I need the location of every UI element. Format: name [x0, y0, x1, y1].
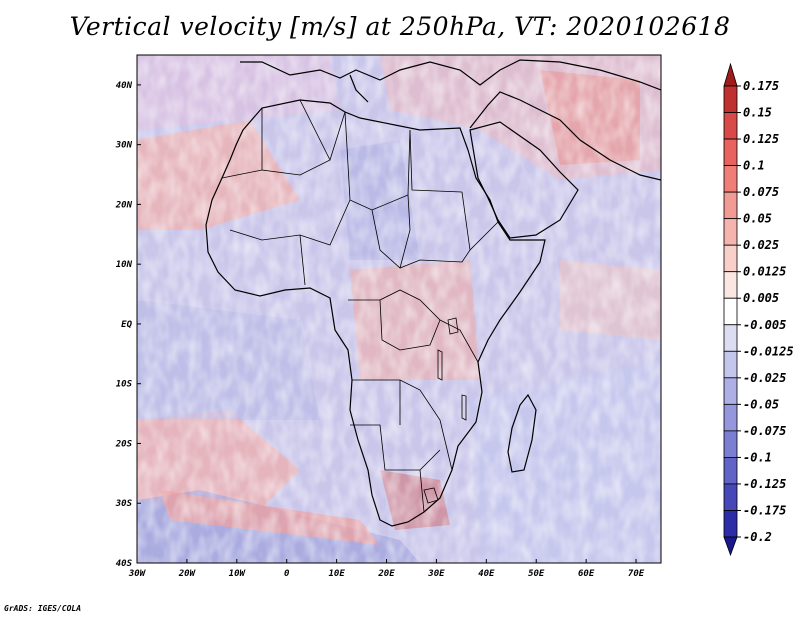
- x-tick-label: 30E: [427, 569, 445, 579]
- colorbar-swatch: [723, 165, 738, 193]
- y-tick-label: 30N: [115, 141, 133, 151]
- colorbar-swatch: [723, 218, 738, 246]
- x-axis: 30W 20W 10W 0 10E 20E 30E 40E 50E 60E 70E: [128, 559, 645, 579]
- velocity-field: [137, 55, 661, 563]
- x-tick-label: 70E: [628, 569, 645, 579]
- colorbar: 0.175 0.15 0.125 0.1 0.075 0.05 0.025 0.0125 0.0…: [723, 62, 794, 557]
- x-tick-label: 30W: [128, 569, 147, 579]
- colorbar-swatch: [723, 112, 738, 140]
- colorbar-label: -0.1: [743, 450, 772, 464]
- colorbar-swatch: [723, 403, 738, 432]
- colorbar-swatch: [723, 324, 738, 352]
- credit-text: GrADS: IGES/COLA: [4, 604, 82, 613]
- colorbar-swatch: [723, 457, 738, 485]
- colorbar-label: 0.1: [743, 159, 765, 173]
- colorbar-label: -0.2: [743, 530, 772, 544]
- x-tick-label: 10E: [328, 569, 345, 579]
- colorbar-swatch: [723, 350, 738, 379]
- y-tick-label: EQ: [121, 320, 132, 330]
- colorbar-swatch: [723, 62, 738, 87]
- colorbar-label: -0.175: [743, 503, 786, 517]
- x-tick-label: 20W: [178, 569, 197, 579]
- colorbar-swatch: [723, 430, 738, 458]
- colorbar-label: 0.0125: [743, 265, 786, 279]
- x-tick-label: 60E: [578, 569, 595, 579]
- colorbar-label: -0.05: [743, 397, 779, 411]
- x-tick-label: 0: [284, 569, 290, 579]
- colorbar-swatch: [723, 191, 738, 220]
- colorbar-label: -0.075: [743, 424, 786, 438]
- colorbar-swatch: [723, 85, 738, 113]
- y-tick-label: 10S: [116, 380, 133, 390]
- colorbar-swatch: [723, 536, 738, 557]
- map-title: Vertical velocity [m/s] at 250hPa, VT: 2…: [69, 12, 731, 41]
- y-tick-label: 10N: [116, 260, 133, 270]
- colorbar-label: 0.05: [743, 212, 772, 226]
- y-tick-label: 20N: [115, 200, 133, 210]
- y-tick-label: 40S: [116, 559, 133, 569]
- colorbar-label: 0.025: [743, 238, 779, 252]
- coastlines-borders: [205, 59, 661, 527]
- y-tick-label: 30S: [115, 499, 133, 509]
- colorbar-label: 0.125: [743, 132, 779, 146]
- colorbar-swatch: [723, 483, 738, 511]
- colorbar-label: -0.005: [743, 318, 786, 332]
- x-tick-label: 50E: [528, 569, 545, 579]
- colorbar-label: -0.125: [743, 477, 786, 491]
- y-tick-label: 20S: [115, 439, 133, 449]
- colorbar-swatch: [723, 244, 738, 273]
- colorbar-swatch: [723, 271, 738, 299]
- x-tick-label: 20E: [377, 569, 395, 579]
- colorbar-label: -0.0125: [743, 344, 794, 358]
- colorbar-label: 0.005: [743, 291, 779, 305]
- colorbar-label: -0.025: [743, 371, 786, 385]
- x-tick-label: 40E: [478, 569, 495, 579]
- y-tick-label: 40N: [116, 81, 133, 91]
- colorbar-swatch: [723, 297, 738, 326]
- colorbar-swatch: [723, 377, 738, 405]
- plot-frame: [136, 54, 662, 564]
- x-tick-label: 10W: [229, 569, 247, 579]
- colorbar-label: 0.15: [743, 106, 772, 120]
- colorbar-swatch: [723, 510, 738, 538]
- colorbar-label: 0.175: [743, 79, 779, 93]
- colorbar-label: 0.075: [743, 185, 779, 199]
- y-axis: 40N 30N 20N 10N EQ 10S 20S 30S 40S: [115, 81, 141, 569]
- colorbar-swatch: [723, 138, 738, 166]
